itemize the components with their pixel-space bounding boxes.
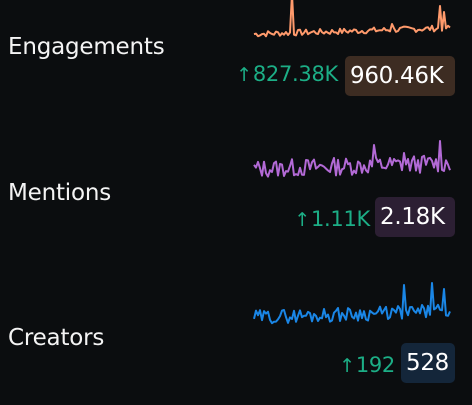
mentions-sparkline xyxy=(253,140,451,178)
creators-sparkline-path xyxy=(253,282,451,325)
mentions-delta: ↑1.11K xyxy=(294,207,370,231)
mentions-total-badge: 2.18K xyxy=(375,197,455,237)
engagements-sparkline-path xyxy=(253,0,451,38)
metric-row-mentions: Mentions ↑1.11K 2.18K xyxy=(0,140,472,265)
creators-delta: ↑192 xyxy=(339,353,395,377)
creators-sparkline xyxy=(253,282,451,325)
creators-delta-value: 192 xyxy=(355,353,395,377)
mentions-sparkline-path xyxy=(253,140,451,178)
mentions-label: Mentions xyxy=(8,180,112,206)
engagements-label: Engagements xyxy=(8,34,165,60)
metric-row-engagements: Engagements ↑827.38K 960.46K xyxy=(0,0,472,120)
metric-row-creators: Creators ↑192 528 xyxy=(0,282,472,405)
mentions-delta-value: 1.11K xyxy=(310,207,370,231)
creators-label: Creators xyxy=(8,325,105,351)
engagements-total-badge: 960.46K xyxy=(345,56,455,96)
arrow-up-icon: ↑ xyxy=(339,355,355,377)
engagements-delta-value: 827.38K xyxy=(252,62,338,86)
engagements-sparkline xyxy=(253,0,451,38)
creators-total-badge: 528 xyxy=(401,343,455,383)
arrow-up-icon: ↑ xyxy=(236,64,252,86)
engagements-delta: ↑827.38K xyxy=(236,62,338,86)
arrow-up-icon: ↑ xyxy=(294,209,310,231)
